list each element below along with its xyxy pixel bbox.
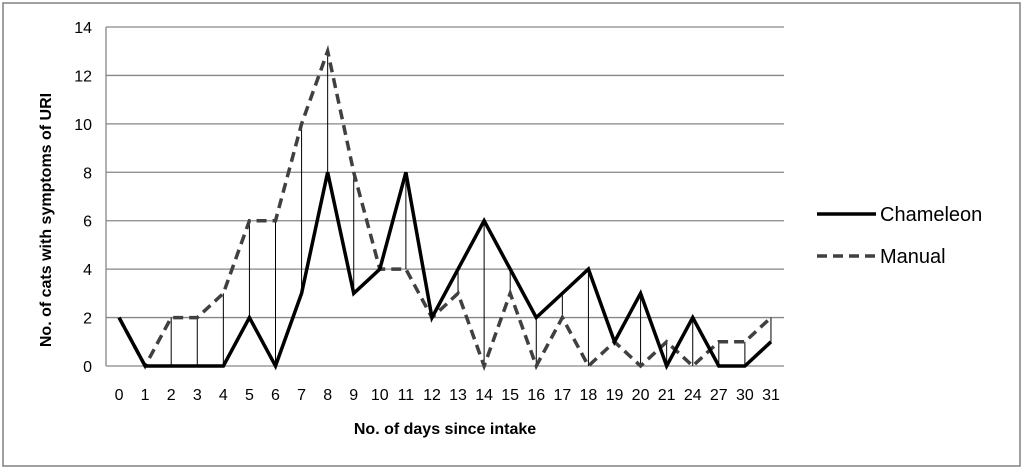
x-tick-label: 21 bbox=[658, 387, 676, 404]
x-tick-label: 30 bbox=[736, 387, 754, 404]
legend: Chameleon Manual bbox=[817, 204, 982, 268]
x-tick-label: 8 bbox=[323, 387, 332, 404]
x-tick-label: 31 bbox=[762, 387, 780, 404]
y-tick-label: 10 bbox=[74, 117, 92, 134]
x-tick-label: 4 bbox=[219, 387, 228, 404]
x-tick-label: 18 bbox=[580, 387, 598, 404]
x-tick-label: 5 bbox=[245, 387, 254, 404]
x-tick-label: 13 bbox=[449, 387, 467, 404]
y-tick-label: 8 bbox=[83, 165, 92, 182]
x-tick-label: 0 bbox=[115, 387, 124, 404]
x-tick-label: 2 bbox=[167, 387, 176, 404]
x-tick-label: 17 bbox=[553, 387, 571, 404]
x-tick-label: 19 bbox=[606, 387, 624, 404]
y-tick-labels: 0 2 4 6 8 10 12 14 bbox=[74, 20, 92, 376]
y-tick-label: 4 bbox=[83, 262, 92, 279]
y-tick-label: 0 bbox=[83, 359, 92, 376]
x-tick-label: 3 bbox=[193, 387, 202, 404]
x-tick-label: 20 bbox=[632, 387, 650, 404]
x-tick-label: 12 bbox=[423, 387, 441, 404]
y-axis-label: No. of cats with symptoms of URI bbox=[38, 93, 55, 347]
x-tick-labels: 0 1 2 3 4 5 6 7 8 9 10 11 12 13 14 15 16 17 18 19 20 21 24 27 30… bbox=[115, 387, 780, 404]
legend-label-manual: Manual bbox=[880, 246, 946, 268]
x-tick-label: 11 bbox=[398, 387, 415, 404]
series-line-chameleon bbox=[117, 171, 773, 371]
x-tick-label: 1 bbox=[141, 387, 150, 404]
x-tick-label: 24 bbox=[684, 387, 702, 404]
y-tick-label: 14 bbox=[74, 20, 92, 37]
legend-label-chameleon: Chameleon bbox=[880, 204, 982, 226]
drop-lines bbox=[170, 51, 772, 366]
y-tick-label: 6 bbox=[83, 214, 92, 231]
series-line-manual bbox=[117, 44, 773, 372]
x-tick-label: 27 bbox=[710, 387, 728, 404]
x-tick-label: 16 bbox=[527, 387, 545, 404]
x-tick-label: 10 bbox=[371, 387, 389, 404]
y-tick-label: 12 bbox=[74, 68, 92, 85]
x-axis-label: No. of days since intake bbox=[354, 421, 536, 438]
x-tick-label: 14 bbox=[475, 387, 493, 404]
chart-border bbox=[2, 2, 1021, 467]
x-tick-label: 6 bbox=[271, 387, 280, 404]
x-tick-label: 9 bbox=[349, 387, 358, 404]
x-tick-label: 7 bbox=[297, 387, 306, 404]
x-tick-label: 15 bbox=[501, 387, 519, 404]
y-tick-label: 2 bbox=[83, 311, 92, 328]
series-lines bbox=[117, 44, 773, 372]
